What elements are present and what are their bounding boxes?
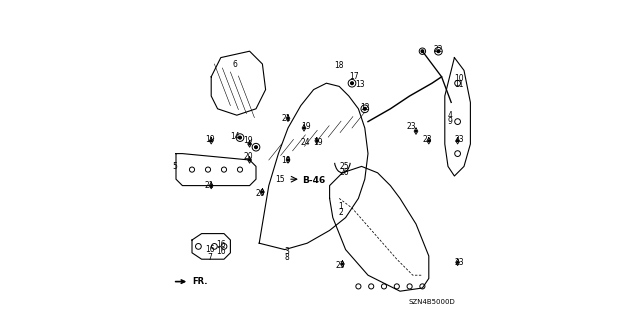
- Circle shape: [351, 82, 353, 84]
- Text: 16: 16: [205, 245, 214, 254]
- Text: 15: 15: [275, 175, 285, 184]
- Circle shape: [316, 140, 317, 141]
- Text: 26: 26: [339, 168, 349, 177]
- Circle shape: [342, 263, 343, 265]
- Text: 5: 5: [172, 162, 177, 171]
- Text: 8: 8: [284, 253, 289, 262]
- Text: SZN4B5000D: SZN4B5000D: [408, 300, 456, 305]
- Circle shape: [303, 127, 305, 129]
- Circle shape: [287, 159, 289, 161]
- Text: 7: 7: [207, 253, 212, 262]
- Circle shape: [249, 143, 250, 145]
- Text: B-46: B-46: [302, 176, 326, 185]
- Text: 22: 22: [434, 45, 443, 54]
- Text: 12: 12: [360, 103, 369, 112]
- Circle shape: [364, 108, 366, 110]
- Text: 3: 3: [284, 247, 289, 256]
- Circle shape: [249, 159, 250, 161]
- Text: 23: 23: [454, 135, 464, 144]
- Text: 16: 16: [216, 247, 226, 256]
- Text: 6: 6: [233, 60, 237, 68]
- Text: 13: 13: [355, 80, 365, 89]
- Text: 14: 14: [230, 132, 240, 140]
- Text: 25: 25: [339, 162, 349, 171]
- Text: 10: 10: [454, 74, 464, 83]
- Circle shape: [415, 131, 417, 132]
- Text: 4: 4: [447, 111, 452, 120]
- Circle shape: [437, 50, 440, 52]
- Text: 19: 19: [301, 122, 310, 131]
- Circle shape: [421, 50, 424, 52]
- Text: 21: 21: [205, 181, 214, 190]
- Circle shape: [262, 191, 263, 193]
- Text: 19: 19: [314, 138, 323, 147]
- Text: 18: 18: [335, 61, 344, 70]
- Text: 23: 23: [406, 122, 416, 131]
- Circle shape: [428, 140, 429, 141]
- Text: 20: 20: [243, 152, 253, 161]
- Text: 19: 19: [243, 136, 253, 145]
- Text: 20: 20: [256, 189, 266, 198]
- Circle shape: [287, 118, 289, 119]
- Text: 2: 2: [339, 208, 343, 217]
- Text: 19: 19: [282, 156, 291, 164]
- Text: 16: 16: [216, 240, 226, 249]
- Text: 17: 17: [349, 72, 358, 81]
- Text: 23: 23: [454, 258, 464, 267]
- Circle shape: [239, 136, 241, 139]
- Text: 9: 9: [447, 117, 452, 126]
- Text: FR.: FR.: [175, 277, 207, 286]
- Text: 11: 11: [454, 80, 464, 89]
- Circle shape: [457, 140, 458, 141]
- Circle shape: [255, 146, 257, 148]
- Circle shape: [211, 185, 212, 186]
- Circle shape: [211, 140, 212, 141]
- Text: 24: 24: [301, 138, 310, 147]
- Text: 23: 23: [336, 261, 346, 270]
- Text: 1: 1: [339, 202, 343, 211]
- Text: 23: 23: [422, 135, 432, 144]
- Text: 19: 19: [205, 135, 214, 144]
- Text: 21: 21: [282, 114, 291, 123]
- Circle shape: [457, 262, 458, 263]
